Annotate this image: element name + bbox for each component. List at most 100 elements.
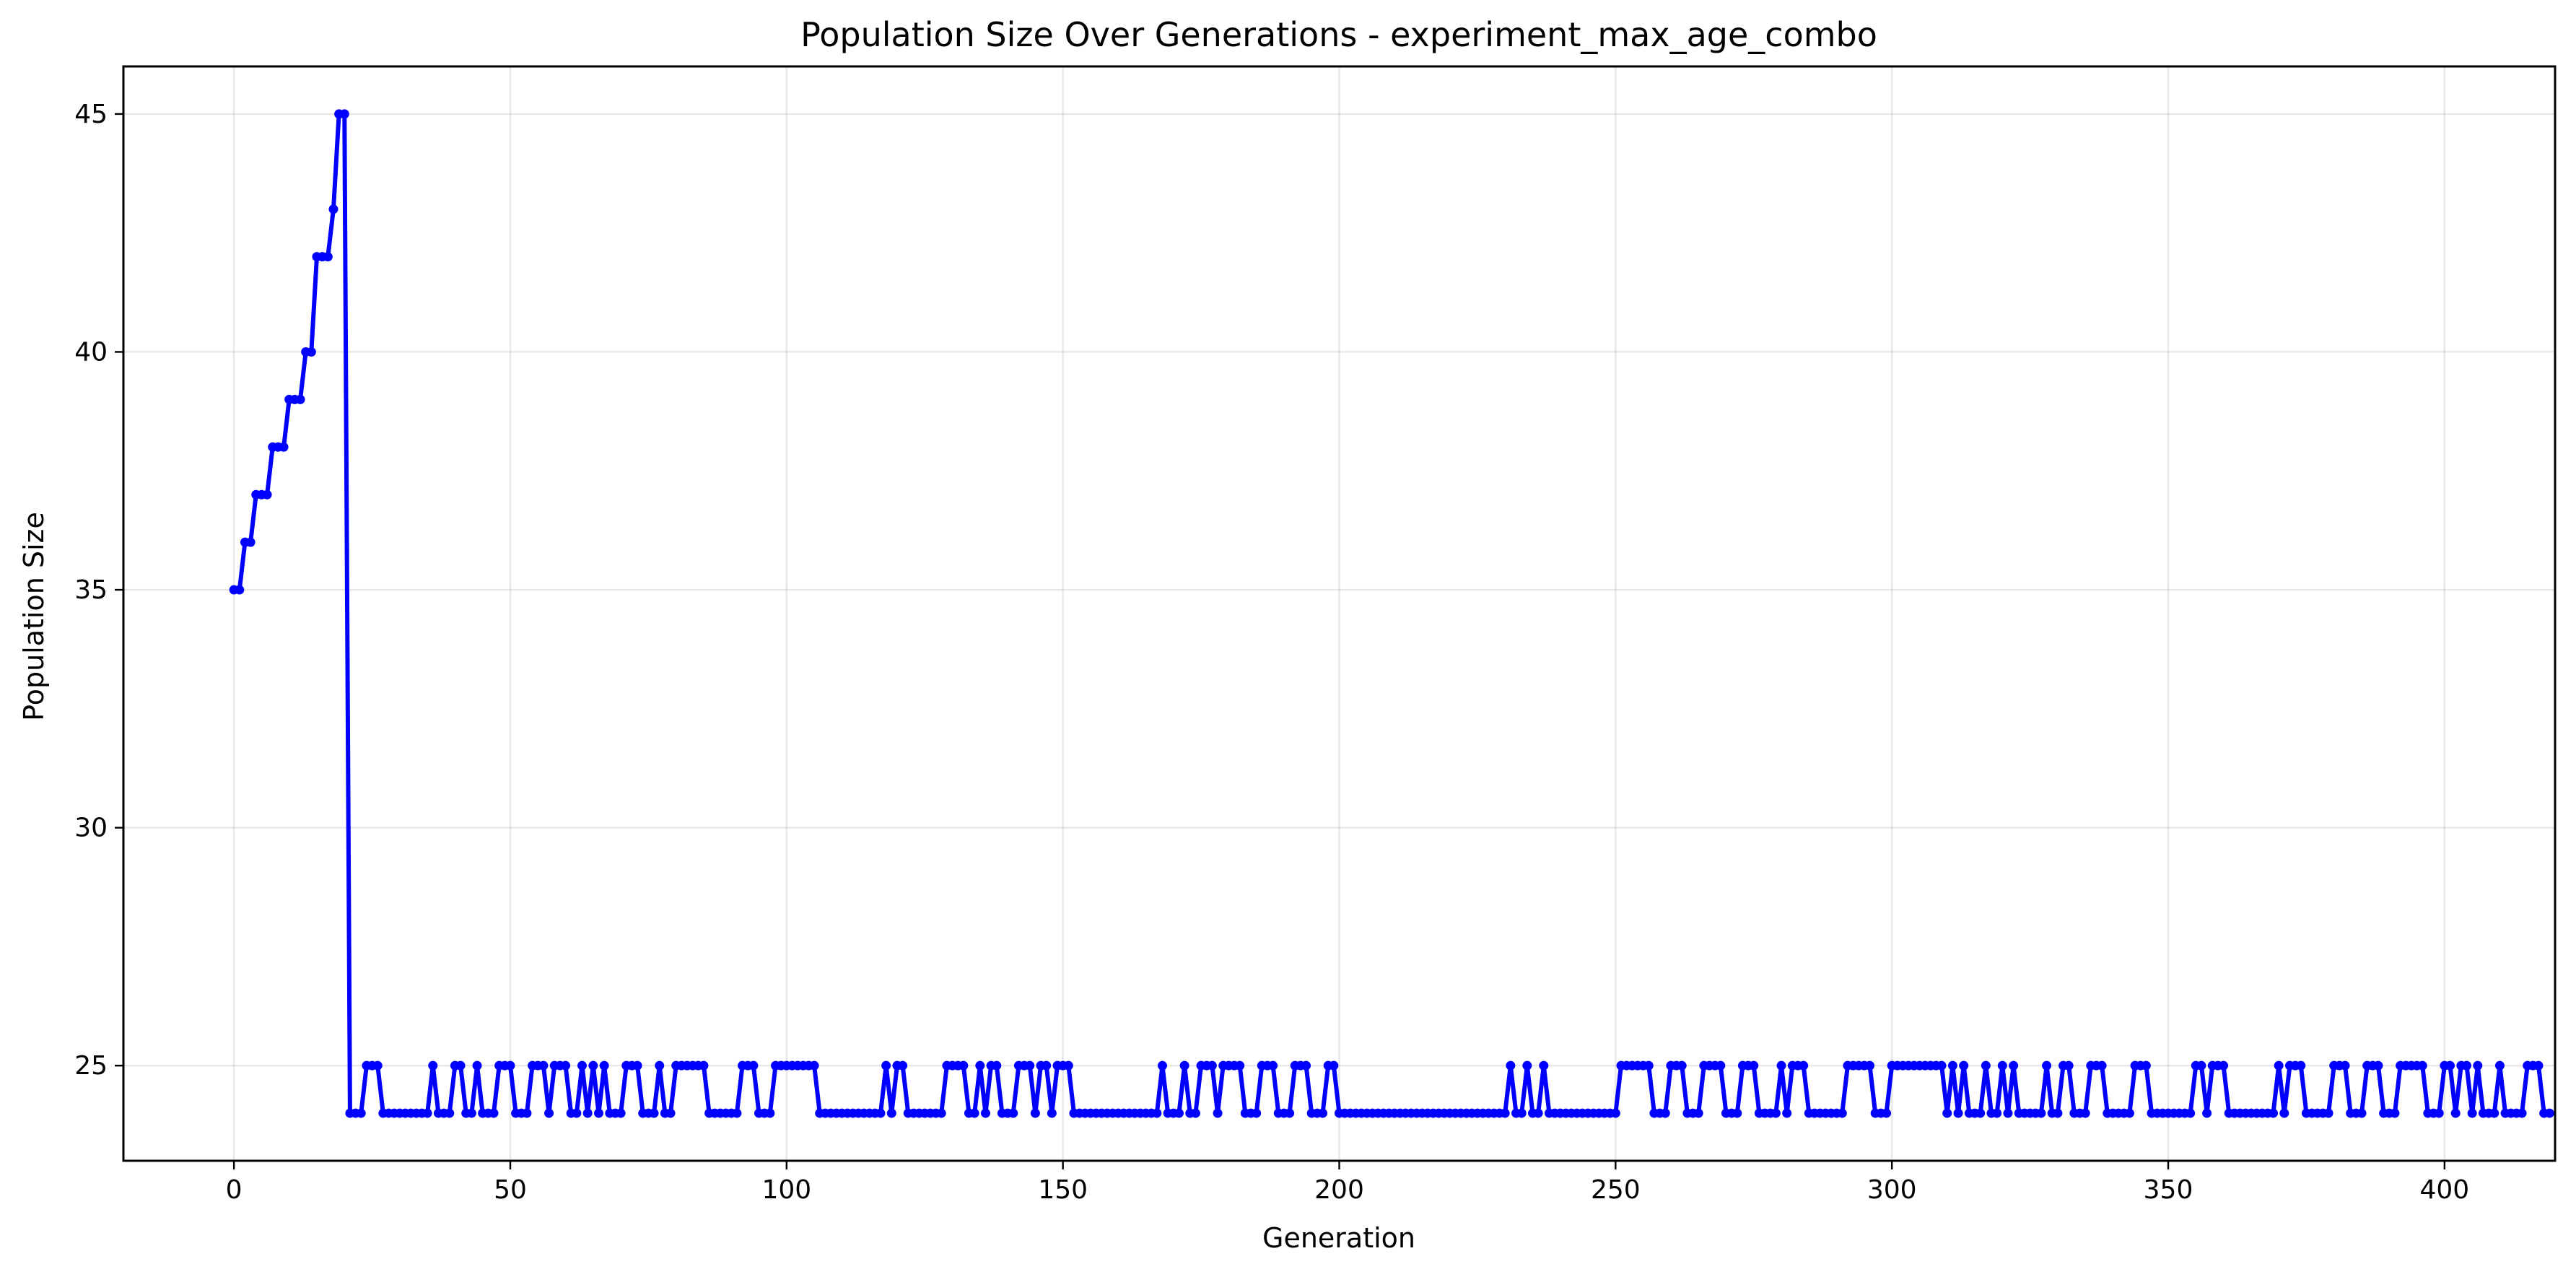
data-point <box>1660 1108 1670 1118</box>
data-point <box>876 1108 886 1118</box>
data-point <box>1643 1060 1654 1071</box>
data-point <box>1301 1060 1311 1071</box>
data-point <box>2450 1108 2461 1118</box>
data-points <box>229 109 2554 1118</box>
data-point <box>2445 1060 2455 1071</box>
data-point <box>1235 1060 1245 1071</box>
data-point <box>422 1108 432 1118</box>
data-point <box>1732 1108 1742 1118</box>
data-point <box>1533 1108 1543 1118</box>
data-point <box>1252 1108 1262 1118</box>
y-tick-label: 45 <box>74 100 108 129</box>
x-tick-label: 300 <box>1867 1175 1917 1205</box>
y-axis-label: Population Size <box>18 512 50 721</box>
data-point <box>1997 1060 2007 1071</box>
data-point <box>1179 1060 1189 1071</box>
data-point <box>2036 1108 2046 1118</box>
data-point <box>1506 1060 1516 1071</box>
data-point <box>445 1108 455 1118</box>
data-point <box>1268 1060 1278 1071</box>
data-point <box>1522 1060 1532 1071</box>
data-point <box>372 1060 383 1071</box>
data-point <box>522 1108 532 1118</box>
data-point <box>1152 1108 1162 1118</box>
data-point <box>1981 1060 1991 1071</box>
data-point <box>1677 1060 1687 1071</box>
data-point <box>1063 1060 1073 1071</box>
data-point <box>295 394 305 404</box>
data-point <box>2274 1060 2284 1071</box>
data-point <box>1539 1060 1549 1071</box>
data-point <box>1937 1060 1947 1071</box>
data-point <box>2533 1060 2544 1071</box>
data-point <box>655 1060 665 1071</box>
data-point <box>262 489 272 500</box>
data-point <box>665 1108 676 1118</box>
data-point <box>616 1108 626 1118</box>
data-point <box>1207 1060 1217 1071</box>
data-point <box>2009 1060 2019 1071</box>
data-point <box>2467 1108 2477 1118</box>
data-point <box>538 1060 549 1071</box>
data-point <box>2196 1060 2206 1071</box>
data-point <box>1992 1108 2002 1118</box>
data-point <box>2340 1060 2350 1071</box>
data-point <box>2390 1108 2400 1118</box>
data-point <box>2434 1108 2444 1118</box>
x-axis-ticks: 0 50 100 150 200 250 300 350 400 <box>226 1161 2470 1205</box>
y-tick-label: 25 <box>74 1051 108 1081</box>
data-point <box>1030 1108 1040 1118</box>
data-point <box>1782 1108 1792 1118</box>
data-point <box>2124 1108 2134 1118</box>
data-point <box>2461 1060 2471 1071</box>
data-point <box>886 1108 896 1118</box>
data-point <box>2003 1108 2013 1118</box>
data-point <box>1025 1060 1035 1071</box>
data-point <box>1749 1060 1759 1071</box>
data-point <box>699 1060 709 1071</box>
data-point <box>1693 1108 1703 1118</box>
data-point <box>582 1108 593 1118</box>
data-point <box>1837 1108 1847 1118</box>
data-point <box>328 204 339 214</box>
data-point <box>2473 1060 2483 1071</box>
data-point <box>936 1108 946 1118</box>
data-point <box>1975 1108 1986 1118</box>
data-point <box>306 347 316 357</box>
data-point <box>732 1108 742 1118</box>
data-point <box>489 1108 499 1118</box>
x-tick-label: 250 <box>1591 1175 1641 1205</box>
x-tick-label: 100 <box>761 1175 811 1205</box>
x-tick-label: 400 <box>2420 1175 2470 1205</box>
data-point <box>1865 1060 1875 1071</box>
data-point <box>572 1108 582 1118</box>
data-point <box>279 442 289 452</box>
data-point <box>505 1060 515 1071</box>
data-point <box>1047 1108 1057 1118</box>
data-point <box>2417 1060 2427 1071</box>
data-point <box>1008 1108 1018 1118</box>
data-point <box>1500 1108 1510 1118</box>
data-point <box>577 1060 588 1071</box>
data-point <box>1329 1060 1339 1071</box>
data-point <box>969 1108 979 1118</box>
data-point <box>1516 1108 1527 1118</box>
data-point <box>1157 1060 1167 1071</box>
data-point <box>1174 1108 1184 1118</box>
data-point <box>1213 1108 1223 1118</box>
x-tick-label: 150 <box>1038 1175 1088 1205</box>
data-point <box>428 1060 438 1071</box>
data-point <box>1959 1060 1969 1071</box>
data-point <box>959 1060 969 1071</box>
x-axis-label: Generation <box>1262 1222 1415 1254</box>
data-point <box>472 1060 482 1071</box>
data-point <box>593 1108 603 1118</box>
data-point <box>466 1108 476 1118</box>
data-point <box>2202 1108 2212 1118</box>
data-point <box>2097 1060 2107 1071</box>
data-point <box>2494 1060 2505 1071</box>
data-point <box>765 1108 775 1118</box>
data-point <box>599 1060 609 1071</box>
